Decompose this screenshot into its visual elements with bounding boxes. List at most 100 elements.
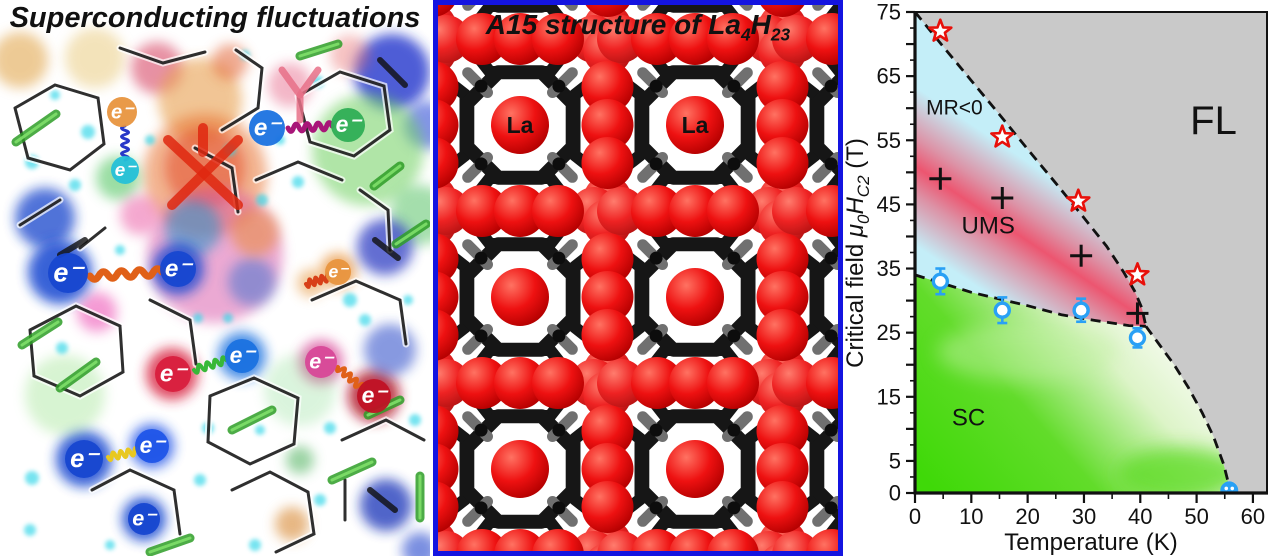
x-axis-title: Temperature (K) <box>1004 529 1177 556</box>
cyan-dot <box>56 342 68 354</box>
bond-black <box>148 298 198 366</box>
bond-black <box>340 418 426 442</box>
atom-blob <box>65 28 125 88</box>
cage-joint <box>552 423 566 437</box>
bond-black <box>230 470 316 554</box>
marker-star <box>990 124 1015 148</box>
electron-label: e⁻ <box>309 349 335 374</box>
la-spheres <box>438 5 838 551</box>
marker-halfcircle <box>1220 481 1239 494</box>
electron-circle <box>107 97 137 127</box>
stick-red <box>167 135 243 210</box>
electron-label: e⁻ <box>140 432 168 458</box>
atom-blob <box>231 208 279 256</box>
marker-circle <box>931 272 950 291</box>
la-atom-behind <box>772 15 820 63</box>
electron-circle <box>225 339 259 373</box>
la-atom <box>707 185 759 237</box>
formula-sub2: 23 <box>770 24 791 45</box>
boundary-sc-dashed <box>1144 325 1232 494</box>
y-title-mu: μ <box>843 224 869 238</box>
cyan-dot <box>115 245 125 255</box>
bond-green-highlight <box>298 42 340 58</box>
la-atom <box>581 61 634 113</box>
la-atom <box>532 185 584 237</box>
bond-green-highlight <box>14 112 58 144</box>
series-resistance-minimum-stars <box>928 18 1150 286</box>
bond-black <box>13 83 106 172</box>
middle-title-text: A15 structure of <box>485 9 709 40</box>
bond-green-highlight <box>58 360 98 390</box>
la-atom-behind <box>772 187 820 235</box>
cage-ring <box>810 416 838 522</box>
electron-badge: e⁻ <box>225 339 259 373</box>
la-atom <box>532 357 584 409</box>
cyan-dot <box>81 125 95 139</box>
data-series <box>928 18 1239 494</box>
la-atom <box>532 13 584 65</box>
y-tick-label: 35 <box>877 256 901 281</box>
pairing-squiggle <box>334 365 366 390</box>
electrons: e⁻ e⁻ e⁻ e⁻ e⁻ e⁻ e⁻ e⁻ e⁻ e⁻ e⁻ e⁻ e⁻ e⁻ <box>48 97 391 535</box>
bond-black <box>18 198 62 227</box>
cage-joint <box>474 501 488 515</box>
la-atom <box>631 185 683 237</box>
ellipse-shape <box>1117 447 1231 493</box>
electron-badge: e⁻ <box>111 156 139 184</box>
la-atom <box>581 309 634 361</box>
cage-joint <box>474 329 488 343</box>
cyan-dot <box>223 313 233 323</box>
electron-label: e⁻ <box>336 111 364 137</box>
la-atom <box>669 529 721 551</box>
middle-panel-title: A15 structure of La4H23 <box>438 9 838 46</box>
cage-joint <box>727 157 741 171</box>
hydrogen-behind-spheres <box>438 5 820 551</box>
cyan-dot <box>403 295 413 305</box>
cage-joint <box>552 251 566 265</box>
la-atom <box>438 309 459 361</box>
phase-regions <box>915 12 1267 493</box>
region-label-ums: UMS <box>962 212 1015 239</box>
cage-joint <box>474 423 488 437</box>
la-atom <box>494 357 546 409</box>
marker-star <box>1066 188 1091 212</box>
la-atom <box>532 529 584 551</box>
electron-badge: e⁻ <box>65 440 103 478</box>
la-atom <box>669 13 721 65</box>
electron-circle <box>128 503 160 535</box>
y-tick-label: 25 <box>877 320 901 345</box>
bond-black <box>206 376 300 466</box>
y-tick-label: 45 <box>877 192 901 217</box>
la-atom <box>806 13 838 65</box>
circle-shape <box>1224 486 1229 491</box>
electron-badge: e⁻ <box>107 97 137 127</box>
la-atom <box>581 99 634 151</box>
atom-blob <box>0 32 48 88</box>
region-labels: MR<0 UMS FL SC <box>926 97 1237 432</box>
x-tick-label: 50 <box>1184 504 1208 529</box>
panel-phase-diagram: MR<0 UMS FL SC 0 5 15 25 35 45 55 65 75 0 10 20 30 40 50 60… <box>843 0 1280 556</box>
cage-joint <box>824 157 838 171</box>
region-label-sc: SC <box>952 405 985 432</box>
bond-black <box>28 304 125 398</box>
la-atom <box>631 529 683 551</box>
la-atom <box>756 61 809 113</box>
y-title-H-sub: C2 <box>854 175 873 197</box>
y-tick-label: 5 <box>889 448 901 473</box>
la-atom-center <box>666 96 724 154</box>
y-title-H: H <box>843 197 869 215</box>
stick-dark <box>57 237 88 258</box>
electron-circle <box>111 156 139 184</box>
electron-circle <box>65 440 103 478</box>
atom-blob <box>286 446 314 474</box>
cyan-dot <box>292 176 304 188</box>
la-atom <box>438 5 455 17</box>
la-atom <box>456 185 508 237</box>
la-atom-center <box>491 268 549 326</box>
la-atom <box>806 185 838 237</box>
bond-green-highlight <box>394 222 428 246</box>
electron-label: e⁻ <box>111 101 135 123</box>
bond-green-highlight <box>330 460 374 482</box>
x-tick-label: 0 <box>909 504 921 529</box>
bond-black <box>310 279 408 346</box>
